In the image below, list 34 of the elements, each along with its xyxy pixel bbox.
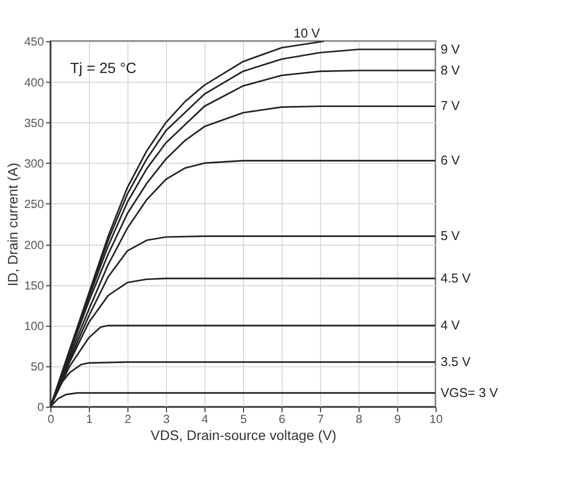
x-tick-label: 5 bbox=[240, 412, 248, 426]
y-tick-label: 300 bbox=[24, 156, 44, 171]
y-tick-label: 100 bbox=[24, 318, 44, 333]
series-label: 6 V bbox=[440, 152, 460, 168]
x-tick-label: 10 bbox=[430, 412, 444, 426]
y-tick-label: 250 bbox=[24, 197, 44, 212]
y-tick-label: 150 bbox=[24, 278, 44, 292]
x-tick-label: 2 bbox=[124, 412, 132, 426]
x-tick-label: 9 bbox=[394, 412, 402, 426]
series-label: 3.5 V bbox=[440, 354, 471, 370]
x-axis-title: VDS, Drain-source voltage (V) bbox=[150, 426, 336, 443]
x-tick-label: 4 bbox=[202, 412, 209, 426]
y-tick-label: 0 bbox=[37, 400, 44, 414]
y-tick-label: 400 bbox=[24, 75, 44, 90]
y-axis-title: ID, Drain current (A) bbox=[4, 162, 20, 286]
series-label: 4 V bbox=[440, 317, 460, 332]
series-label: 8 V bbox=[440, 62, 460, 78]
x-tick-label: 0 bbox=[48, 412, 55, 426]
series-label: 4.5 V bbox=[440, 270, 471, 286]
series-label: 7 V bbox=[440, 98, 460, 114]
x-tick-label: 3 bbox=[163, 412, 170, 426]
x-tick-label: 1 bbox=[86, 412, 94, 426]
series-label: 9 V bbox=[440, 41, 460, 56]
y-tick-label: 50 bbox=[30, 360, 44, 374]
y-tick-label: 450 bbox=[24, 34, 44, 49]
annotation: Tj = 25 °C bbox=[70, 60, 137, 77]
series-label: VGS= 3 V bbox=[440, 384, 498, 400]
y-tick-label: 200 bbox=[24, 238, 44, 252]
series-label: 5 V bbox=[440, 228, 460, 244]
x-tick-label: 8 bbox=[356, 412, 363, 426]
y-tick-label: 350 bbox=[24, 116, 44, 130]
x-tick-label: 6 bbox=[278, 412, 286, 426]
x-tick-label: 7 bbox=[317, 412, 324, 426]
series-label: 10 V bbox=[294, 25, 320, 40]
